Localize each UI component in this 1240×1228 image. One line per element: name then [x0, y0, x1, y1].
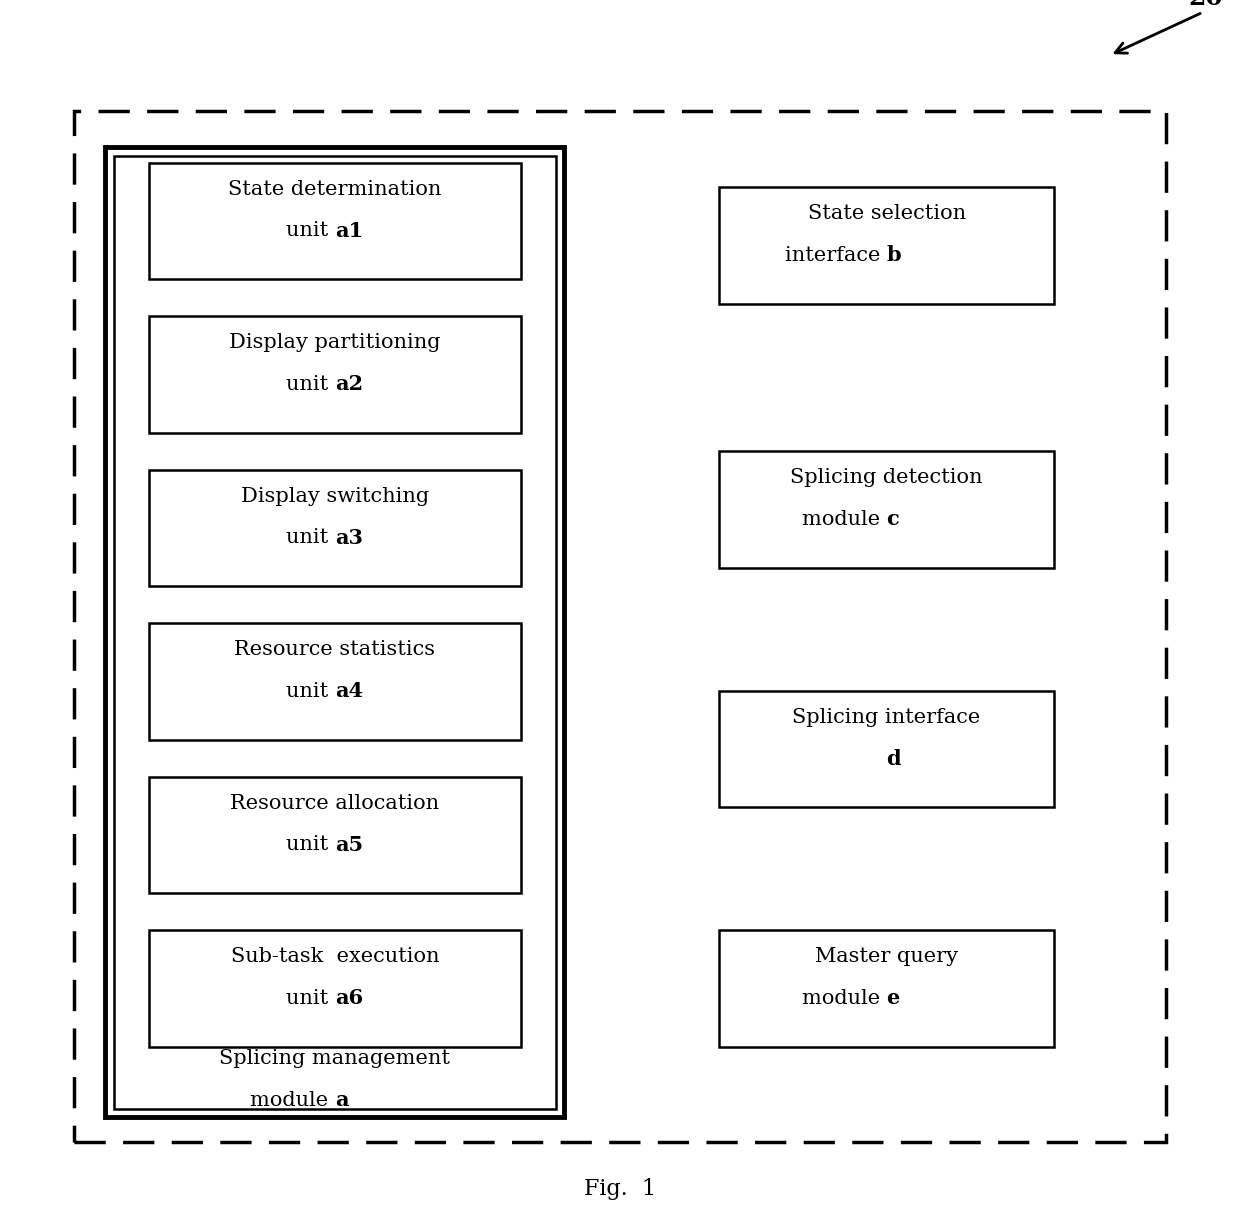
- Text: Display partitioning: Display partitioning: [229, 333, 440, 352]
- Text: module: module: [802, 989, 887, 1008]
- Text: 20: 20: [1188, 0, 1223, 10]
- Text: c: c: [887, 510, 899, 529]
- Text: State selection: State selection: [807, 204, 966, 223]
- Text: b: b: [887, 246, 901, 265]
- Text: interface: interface: [785, 246, 887, 265]
- Text: Splicing management: Splicing management: [219, 1049, 450, 1068]
- Text: a6: a6: [335, 989, 363, 1008]
- Text: Splicing interface: Splicing interface: [792, 707, 981, 727]
- Text: unit: unit: [286, 835, 335, 855]
- Text: unit a6: unit a6: [298, 989, 372, 1008]
- Bar: [74, 111, 1166, 1142]
- Text: unit a4: unit a4: [298, 682, 372, 701]
- Bar: [149, 469, 521, 587]
- Text: a1: a1: [335, 221, 363, 241]
- Bar: [114, 156, 556, 1109]
- Bar: [719, 187, 1054, 303]
- Bar: [719, 690, 1054, 808]
- Text: a5: a5: [335, 835, 363, 855]
- Text: unit a5: unit a5: [298, 835, 372, 855]
- Text: unit a2: unit a2: [298, 375, 372, 394]
- Text: unit: unit: [286, 682, 335, 701]
- Text: Fig.  1: Fig. 1: [584, 1178, 656, 1200]
- Text: unit: unit: [286, 528, 335, 548]
- Text: a3: a3: [335, 528, 363, 548]
- Text: a: a: [335, 1090, 348, 1110]
- Text: d: d: [887, 749, 901, 769]
- Text: unit: unit: [286, 375, 335, 394]
- Text: unit a1: unit a1: [298, 221, 372, 241]
- Text: Resource allocation: Resource allocation: [231, 793, 439, 813]
- Bar: [719, 931, 1054, 1046]
- Text: State determination: State determination: [228, 179, 441, 199]
- Text: module c: module c: [838, 510, 935, 529]
- Bar: [719, 452, 1054, 567]
- Bar: [149, 316, 521, 432]
- Text: Resource statistics: Resource statistics: [234, 640, 435, 659]
- Text: module: module: [250, 1090, 335, 1110]
- Text: module: module: [802, 510, 887, 529]
- Text: interface b: interface b: [830, 246, 944, 265]
- Text: e: e: [887, 989, 900, 1008]
- Bar: [149, 162, 521, 279]
- Bar: [105, 147, 564, 1117]
- Text: Master query: Master query: [815, 947, 959, 966]
- Text: d: d: [880, 749, 893, 769]
- Bar: [149, 623, 521, 739]
- Bar: [149, 931, 521, 1046]
- Text: Splicing detection: Splicing detection: [790, 468, 983, 488]
- Text: Sub-task  execution: Sub-task execution: [231, 947, 439, 966]
- Text: unit: unit: [286, 221, 335, 241]
- Bar: [149, 776, 521, 893]
- Text: module e: module e: [838, 989, 935, 1008]
- Text: unit: unit: [286, 989, 335, 1008]
- Text: Display switching: Display switching: [241, 486, 429, 506]
- Text: a4: a4: [335, 682, 363, 701]
- Text: unit a3: unit a3: [298, 528, 372, 548]
- Text: a2: a2: [335, 375, 363, 394]
